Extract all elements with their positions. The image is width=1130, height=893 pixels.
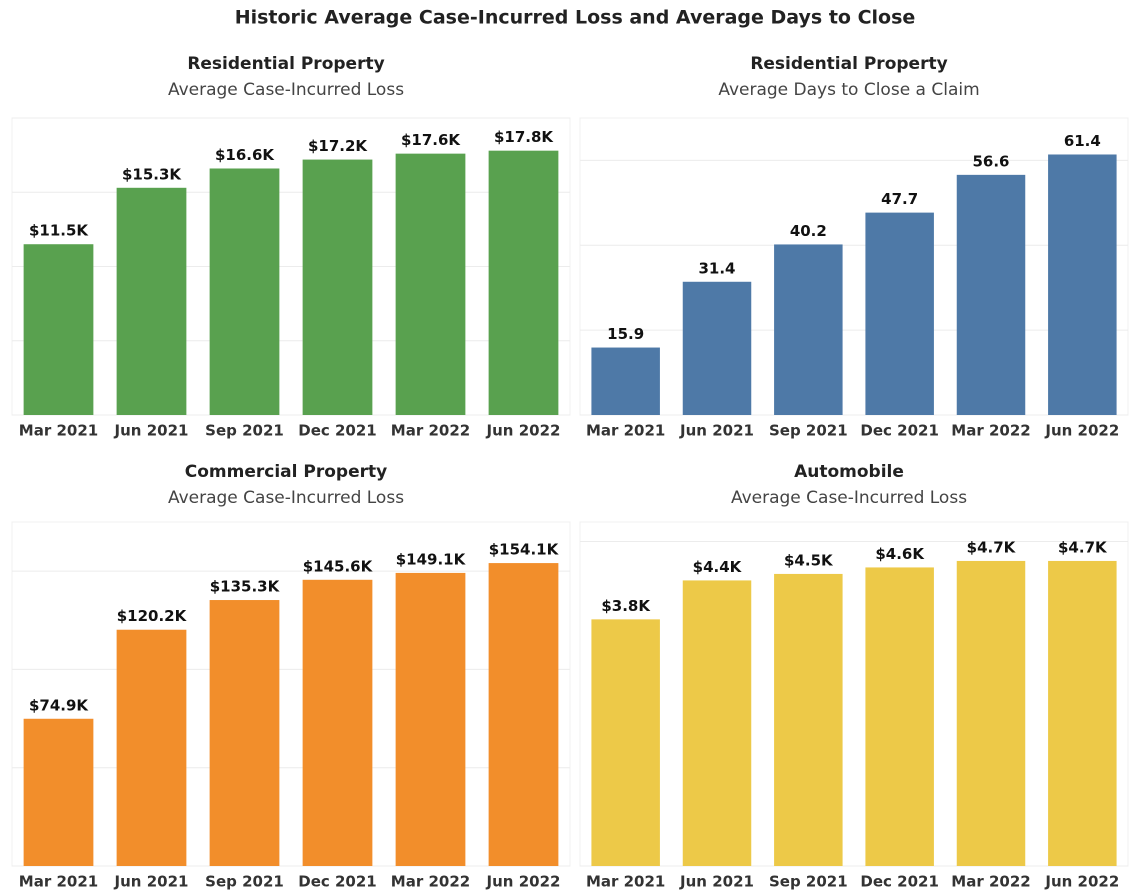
bar	[956, 174, 1026, 415]
x-tick-label: Jun 2021	[114, 422, 189, 440]
bar	[209, 600, 280, 866]
chart-subtitle: Average Case-Incurred Loss	[731, 488, 967, 508]
value-label: $4.7K	[1058, 538, 1108, 556]
x-tick-label: Mar 2022	[391, 422, 470, 440]
value-label: $4.7K	[967, 538, 1017, 556]
bar	[956, 560, 1026, 866]
x-tick-label: Jun 2022	[486, 873, 561, 891]
bar	[774, 573, 843, 866]
bar	[1048, 154, 1117, 415]
x-tick-label: Mar 2021	[586, 422, 665, 440]
x-tick-label: Dec 2021	[860, 422, 939, 440]
chart-title: Automobile	[794, 462, 904, 482]
x-tick-label: Mar 2022	[951, 422, 1030, 440]
chart-title: Commercial Property	[185, 462, 387, 482]
value-label: $17.8K	[494, 128, 554, 146]
value-label: $149.1K	[396, 550, 467, 568]
plot-area	[579, 117, 1129, 416]
x-tick-label: Mar 2021	[586, 873, 665, 891]
chart-title: Residential Property	[750, 54, 947, 74]
value-label: $16.6K	[215, 146, 275, 164]
bar	[23, 718, 94, 866]
value-label: $15.3K	[122, 165, 182, 183]
value-label: $4.4K	[693, 558, 743, 576]
x-tick-label: Mar 2021	[19, 422, 98, 440]
x-tick-label: Sep 2021	[205, 422, 284, 440]
chart-subtitle: Average Case-Incurred Loss	[168, 488, 404, 508]
bar	[682, 580, 752, 866]
x-tick-label: Mar 2022	[391, 873, 470, 891]
bar	[1048, 560, 1117, 866]
bar	[774, 244, 843, 415]
bar	[488, 563, 559, 866]
chart-subtitle: Average Days to Close a Claim	[718, 80, 979, 100]
x-tick-label: Jun 2021	[679, 873, 754, 891]
x-tick-label: Jun 2022	[1044, 422, 1119, 440]
value-label: $74.9K	[29, 696, 89, 714]
value-label: $154.1K	[489, 541, 560, 559]
x-tick-label: Jun 2022	[486, 422, 561, 440]
bar	[488, 150, 559, 416]
value-label: $4.6K	[875, 545, 925, 563]
x-tick-label: Jun 2022	[1044, 873, 1119, 891]
x-tick-label: Sep 2021	[769, 422, 848, 440]
plot-area	[579, 521, 1129, 867]
value-label: $11.5K	[29, 222, 89, 240]
value-label: $120.2K	[117, 607, 188, 625]
bar	[302, 579, 373, 866]
value-label: 47.7	[881, 190, 918, 208]
bar	[865, 212, 934, 415]
plot-area	[11, 521, 571, 867]
value-label: 40.2	[790, 222, 827, 240]
x-tick-label: Jun 2021	[679, 422, 754, 440]
dashboard-title: Historic Average Case-Incurred Loss and …	[235, 7, 916, 29]
x-tick-label: Dec 2021	[860, 873, 939, 891]
value-label: $17.6K	[401, 131, 461, 149]
bar	[116, 187, 187, 415]
chart-title: Residential Property	[187, 54, 384, 74]
value-label: $4.5K	[784, 551, 834, 569]
bar	[116, 629, 187, 866]
bar	[865, 567, 934, 866]
value-label: 56.6	[972, 152, 1009, 170]
bar	[395, 153, 466, 415]
x-tick-label: Mar 2021	[19, 873, 98, 891]
x-tick-label: Jun 2021	[114, 873, 189, 891]
bar	[209, 168, 280, 415]
value-label: $17.2K	[308, 137, 368, 155]
x-tick-label: Sep 2021	[205, 873, 284, 891]
x-tick-label: Mar 2022	[951, 873, 1030, 891]
bar	[23, 244, 94, 415]
value-label: 31.4	[698, 259, 735, 277]
x-tick-label: Sep 2021	[769, 873, 848, 891]
value-label: $3.8K	[601, 597, 651, 615]
bar	[591, 619, 660, 866]
bar	[395, 572, 466, 866]
x-tick-label: Dec 2021	[298, 422, 377, 440]
value-label: 15.9	[607, 325, 644, 343]
value-label: 61.4	[1064, 132, 1101, 150]
value-label: $135.3K	[210, 578, 281, 596]
x-tick-label: Dec 2021	[298, 873, 377, 891]
value-label: $145.6K	[303, 557, 374, 575]
bar	[591, 347, 660, 415]
bar	[682, 281, 752, 415]
bar	[302, 159, 373, 415]
chart-subtitle: Average Case-Incurred Loss	[168, 80, 404, 100]
